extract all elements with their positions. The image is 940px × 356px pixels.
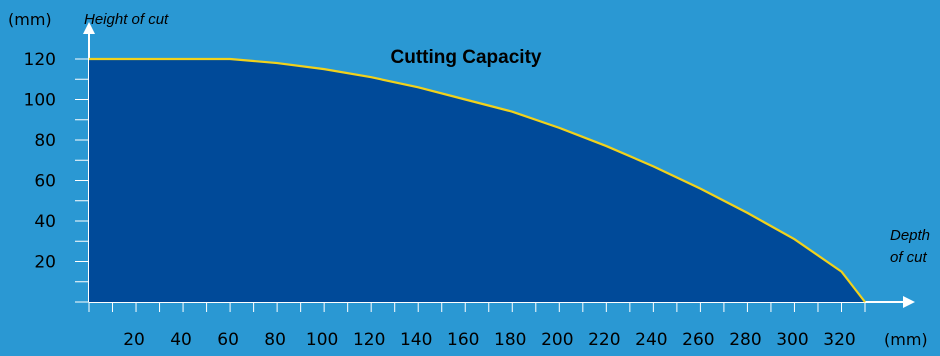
x-tick-label: 120	[353, 330, 385, 350]
x-tick-label: 20	[123, 330, 145, 350]
x-tick-label: 180	[494, 330, 526, 350]
x-tick-label: 100	[306, 330, 338, 350]
x-axis-arrow	[903, 296, 915, 308]
chart-title: Cutting Capacity	[391, 47, 542, 68]
x-tick-label: 80	[264, 330, 286, 350]
x-tick-label: 160	[447, 330, 479, 350]
y-tick-label: 120	[24, 50, 56, 70]
y-tick-label: 100	[24, 91, 56, 111]
x-axis-title-line1: Depth	[890, 227, 930, 244]
capacity-edge-line	[89, 57, 866, 303]
y-tick-label: 20	[34, 253, 56, 273]
x-tick-label: 260	[682, 330, 714, 350]
x-axis-title-line2: of cut	[890, 249, 928, 266]
x-tick-label: 40	[170, 330, 192, 350]
x-tick-label: 240	[635, 330, 667, 350]
x-tick-label: 320	[823, 330, 855, 350]
x-tick-label: 60	[217, 330, 239, 350]
x-tick-label: 140	[400, 330, 432, 350]
y-axis-title: Height of cut	[84, 11, 169, 28]
y-tick-label: 40	[34, 212, 56, 232]
y-tick-label: 80	[34, 131, 56, 151]
y-axis-ticks: 20 40 60 80 100 120	[24, 50, 56, 273]
x-tick-label: 300	[776, 330, 808, 350]
y-unit-label: (mm)	[8, 10, 52, 29]
capacity-area	[89, 59, 865, 302]
x-unit-label: (mm)	[884, 330, 928, 349]
x-tick-label: 280	[729, 330, 761, 350]
y-tick-label: 60	[34, 172, 56, 192]
x-tick-label: 220	[588, 330, 620, 350]
x-tick-label: 200	[541, 330, 573, 350]
y-axis-arrow	[83, 22, 95, 34]
x-axis-ticks: 20 40 60 80 100 120 140 160 180 200 220 240 260 280 30…	[123, 330, 856, 350]
